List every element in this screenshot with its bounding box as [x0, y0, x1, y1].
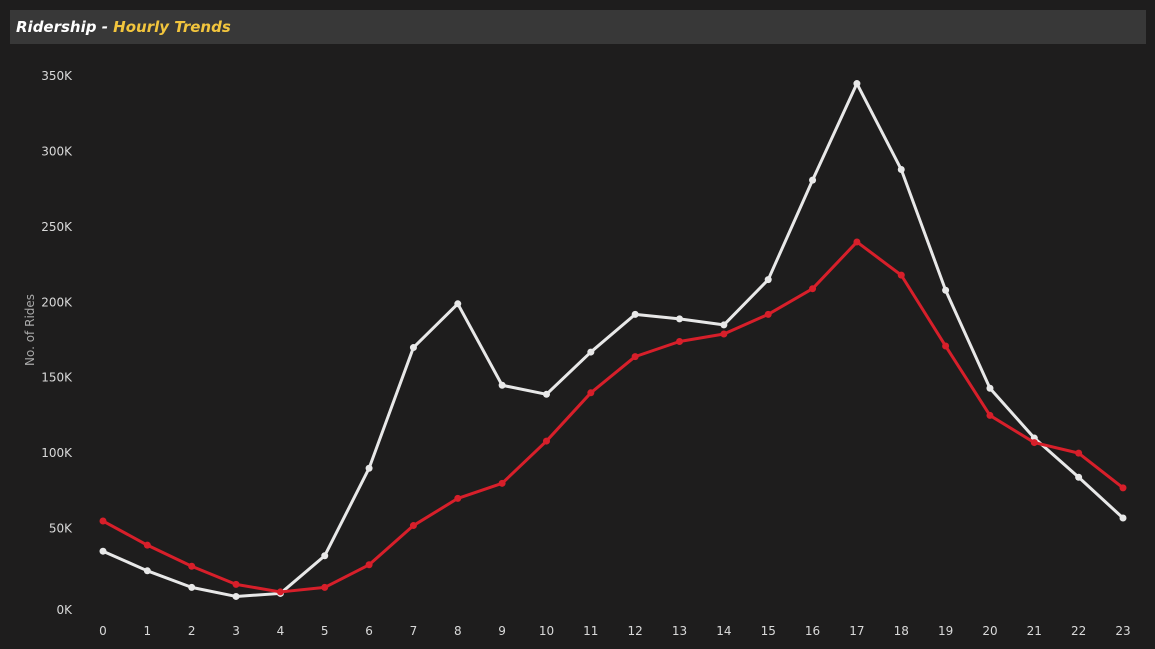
data-point[interactable] [365, 464, 373, 472]
x-tick-label: 4 [277, 624, 285, 638]
data-point[interactable] [232, 592, 240, 600]
data-point[interactable] [99, 517, 107, 525]
chart-title-bar: Ridership - Hourly Trends [10, 10, 1146, 44]
data-point[interactable] [1075, 449, 1083, 457]
data-point[interactable] [454, 300, 462, 308]
data-point[interactable] [897, 166, 905, 174]
x-tick-label: 22 [1071, 624, 1086, 638]
y-tick-label: 200K [41, 295, 73, 309]
data-point[interactable] [188, 583, 196, 591]
data-point[interactable] [720, 321, 728, 329]
x-tick-label: 1 [144, 624, 152, 638]
data-point[interactable] [143, 567, 151, 575]
data-point[interactable] [454, 494, 462, 502]
data-point[interactable] [542, 437, 550, 445]
x-tick-label: 18 [894, 624, 909, 638]
x-tick-label: 5 [321, 624, 329, 638]
data-point[interactable] [942, 342, 950, 350]
data-point[interactable] [853, 238, 861, 246]
data-point[interactable] [631, 353, 639, 361]
data-point[interactable] [676, 315, 684, 323]
data-point[interactable] [321, 552, 329, 560]
data-point[interactable] [897, 271, 905, 279]
series-line [101, 240, 1125, 594]
x-tick-label: 11 [583, 624, 598, 638]
y-tick-label: 250K [41, 220, 73, 234]
data-point[interactable] [587, 348, 595, 356]
y-tick-label: 150K [41, 371, 73, 385]
data-point[interactable] [365, 561, 373, 569]
data-point[interactable] [276, 588, 284, 596]
y-axis-label: No. of Rides [23, 294, 37, 366]
data-point[interactable] [99, 547, 107, 555]
data-point[interactable] [1030, 439, 1038, 447]
data-point[interactable] [409, 522, 417, 530]
y-axis: 0K 50K 100K 150K 200K 250K 300K 350K [41, 69, 73, 617]
title-separator: - [96, 18, 114, 36]
data-point[interactable] [986, 384, 994, 392]
x-tick-label: 15 [761, 624, 776, 638]
series-layer [99, 80, 1127, 600]
data-point[interactable] [321, 583, 329, 591]
data-point[interactable] [498, 381, 506, 389]
y-tick-label: 350K [41, 69, 73, 83]
data-point[interactable] [1119, 484, 1127, 492]
x-axis: 0 1 2 3 4 5 6 7 8 9 10 11 12 13 14 15 16 17 18 19 20 21 22 23 [99, 624, 1130, 638]
x-tick-label: 7 [410, 624, 418, 638]
data-point[interactable] [498, 479, 506, 487]
x-tick-label: 6 [365, 624, 373, 638]
data-point[interactable] [1075, 473, 1083, 481]
data-point[interactable] [853, 80, 861, 88]
y-tick-label: 50K [49, 522, 73, 536]
series-1 [99, 80, 1127, 600]
x-tick-label: 14 [716, 624, 731, 638]
x-tick-label: 19 [938, 624, 953, 638]
x-tick-label: 0 [99, 624, 107, 638]
data-point[interactable] [1119, 514, 1127, 522]
x-tick-label: 2 [188, 624, 196, 638]
data-point[interactable] [409, 344, 417, 352]
data-point[interactable] [942, 286, 950, 294]
x-tick-label: 8 [454, 624, 462, 638]
data-point[interactable] [143, 541, 151, 549]
y-tick-label: 300K [41, 144, 73, 158]
data-point[interactable] [809, 285, 817, 293]
x-tick-label: 10 [539, 624, 554, 638]
data-point[interactable] [809, 176, 817, 184]
data-point[interactable] [986, 411, 994, 419]
data-point[interactable] [232, 580, 240, 588]
series-line [101, 82, 1125, 598]
data-point[interactable] [676, 338, 684, 346]
data-point[interactable] [631, 310, 639, 318]
data-point[interactable] [542, 390, 550, 398]
x-tick-label: 17 [849, 624, 864, 638]
x-tick-label: 9 [498, 624, 506, 638]
x-tick-label: 12 [628, 624, 643, 638]
data-point[interactable] [720, 330, 728, 338]
data-point[interactable] [587, 389, 595, 397]
series-2 [99, 238, 1127, 596]
y-tick-label: 100K [41, 446, 73, 460]
x-tick-label: 21 [1027, 624, 1042, 638]
x-tick-label: 13 [672, 624, 687, 638]
data-point[interactable] [764, 310, 772, 318]
x-tick-label: 3 [232, 624, 240, 638]
x-tick-label: 16 [805, 624, 820, 638]
x-tick-label: 20 [982, 624, 997, 638]
y-tick-label: 0K [56, 603, 73, 617]
chart-subtitle: Hourly Trends [113, 18, 231, 36]
data-point[interactable] [764, 276, 772, 284]
chart-title: Ridership [16, 18, 97, 36]
x-tick-label: 23 [1115, 624, 1130, 638]
data-point[interactable] [188, 562, 196, 570]
